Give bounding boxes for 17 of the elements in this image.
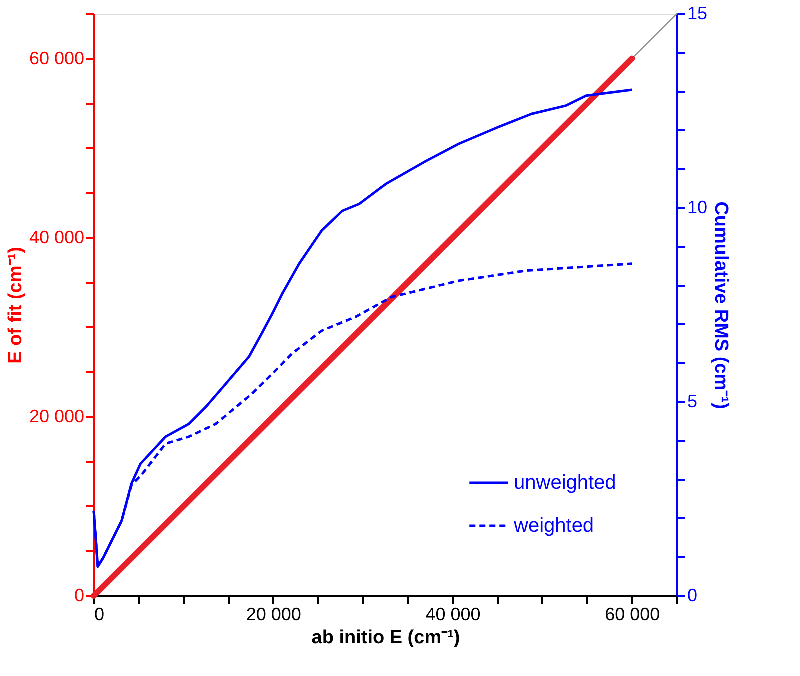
y2-axis-title: Cumulative RMS (cm⁻¹) [710, 202, 732, 410]
y2-tick-label: 0 [688, 586, 698, 606]
legend-label: unweighted [514, 472, 616, 494]
y2-tick-label: 5 [688, 392, 698, 412]
x-axis-title: ab initio E (cm⁻¹) [312, 628, 460, 648]
y-tick-label: 60 000 [29, 48, 84, 68]
x-tick-label: 40 000 [426, 604, 481, 624]
y-axis-title: E of fit (cm⁻¹) [5, 247, 26, 364]
y-tick-label: 20 000 [29, 406, 84, 426]
x-tick-label: 60 000 [605, 604, 660, 624]
y-tick-label: 40 000 [29, 227, 84, 248]
x-tick-label: 20 000 [246, 604, 302, 624]
legend-label: weighted [513, 515, 594, 537]
y-tick-label: 0 [74, 586, 84, 606]
x-tick-label: 0 [94, 604, 105, 624]
y2-tick-label: 15 [688, 4, 708, 24]
y2-tick-label: 10 [688, 198, 708, 218]
